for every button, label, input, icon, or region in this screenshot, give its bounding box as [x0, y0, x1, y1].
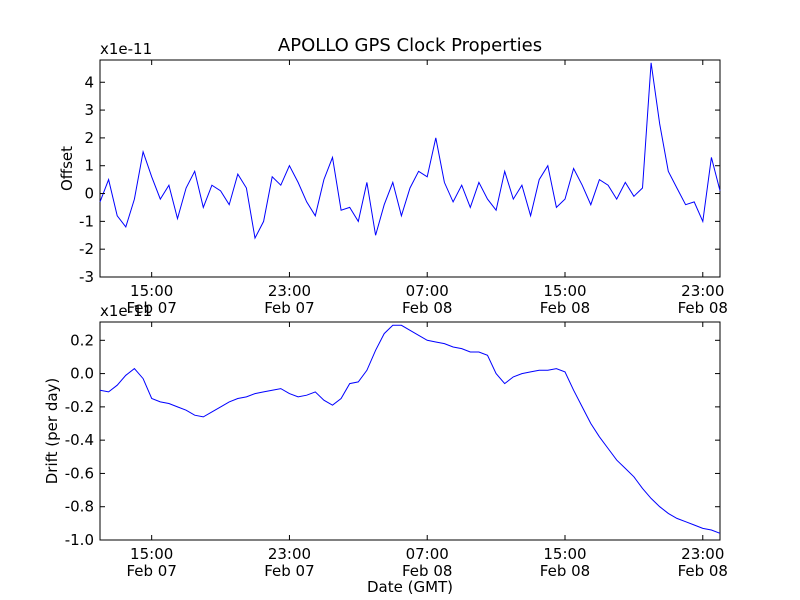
- drift-series-line: [99, 324, 721, 534]
- offset-axes-frame: [99, 59, 721, 278]
- drift-x-tick-label: 07:00: [406, 545, 449, 563]
- drift-y-tick-label: -0.4: [65, 431, 94, 449]
- drift-y-tick-label: -0.2: [65, 398, 94, 416]
- drift-y-tick-label: -0.8: [65, 498, 94, 516]
- offset-y-tick-label: 2: [84, 129, 94, 147]
- drift-y-tick-label: 0.2: [70, 331, 94, 349]
- drift-x-tick-label: 23:00: [268, 545, 311, 563]
- drift-x-tick-date-label: Feb 08: [402, 562, 452, 580]
- offset-x-tick-date-label: Feb 08: [402, 299, 452, 317]
- offset-y-tick-label: 1: [84, 157, 94, 175]
- drift-x-tick-date-label: Feb 08: [678, 562, 728, 580]
- offset-y-tick-label: 4: [84, 73, 94, 91]
- drift-x-tick-label: 23:00: [681, 545, 724, 563]
- offset-series-line: [99, 62, 721, 240]
- offset-y-tick-label: -2: [79, 240, 94, 258]
- chart-title: APOLLO GPS Clock Properties: [278, 35, 542, 56]
- offset-x-tick-label: 15:00: [543, 282, 586, 300]
- offset-x-tick-date-label: Feb 08: [540, 299, 590, 317]
- offset-x-tick-label: 15:00: [130, 282, 173, 300]
- offset-y-tick-label: -1: [79, 212, 94, 230]
- offset-y-tick-label: 0: [84, 185, 94, 203]
- offset-y-tick-label: 3: [84, 101, 94, 119]
- drift-x-tick-date-label: Feb 08: [540, 562, 590, 580]
- drift-axes-frame: [99, 321, 721, 541]
- drift-x-tick-label: 15:00: [130, 545, 173, 563]
- drift-x-tick-date-label: Feb 07: [126, 562, 176, 580]
- offset-x-tick-date-label: Feb 07: [264, 299, 314, 317]
- drift-y-tick-label: -0.6: [65, 464, 94, 482]
- offset-y-axis-label: Offset: [58, 146, 76, 191]
- drift-y-tick-label: 0.0: [70, 365, 94, 383]
- drift-x-tick-date-label: Feb 07: [264, 562, 314, 580]
- drift-scale-label: x1e-11: [100, 302, 152, 320]
- offset-x-tick-label: 23:00: [681, 282, 724, 300]
- offset-x-tick-label: 23:00: [268, 282, 311, 300]
- drift-y-tick-label: -1.0: [65, 531, 94, 549]
- drift-x-tick-label: 15:00: [543, 545, 586, 563]
- offset-x-tick-label: 07:00: [406, 282, 449, 300]
- offset-x-tick-date-label: Feb 07: [126, 299, 176, 317]
- offset-y-tick-label: -3: [79, 268, 94, 286]
- offset-x-tick-date-label: Feb 08: [678, 299, 728, 317]
- drift-x-axis-label: Date (GMT): [367, 578, 453, 596]
- drift-y-axis-label: Drift (per day): [43, 378, 61, 485]
- offset-scale-label: x1e-11: [100, 40, 152, 58]
